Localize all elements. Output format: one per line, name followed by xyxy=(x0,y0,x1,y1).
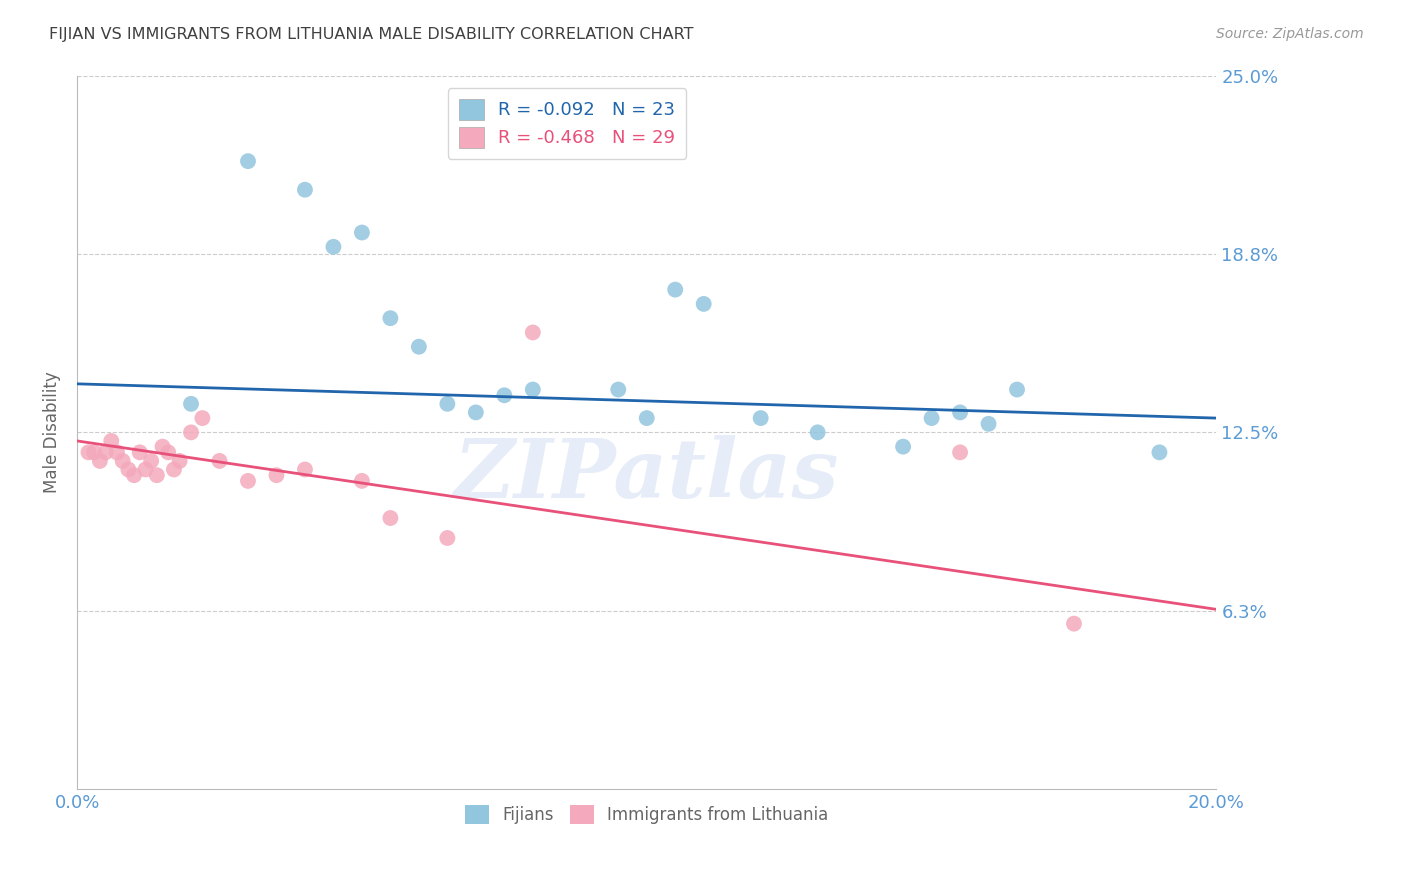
Y-axis label: Male Disability: Male Disability xyxy=(44,371,60,493)
Point xyxy=(949,445,972,459)
Point xyxy=(436,397,458,411)
Point xyxy=(163,462,186,476)
Point xyxy=(105,445,128,459)
Point xyxy=(83,445,105,459)
Point xyxy=(294,462,316,476)
Point xyxy=(322,240,344,254)
Point xyxy=(294,183,316,197)
Point xyxy=(977,417,1000,431)
Point xyxy=(693,297,716,311)
Point xyxy=(111,454,134,468)
Text: FIJIAN VS IMMIGRANTS FROM LITHUANIA MALE DISABILITY CORRELATION CHART: FIJIAN VS IMMIGRANTS FROM LITHUANIA MALE… xyxy=(49,27,693,42)
Text: Source: ZipAtlas.com: Source: ZipAtlas.com xyxy=(1216,27,1364,41)
Point xyxy=(807,425,830,440)
Point xyxy=(380,511,402,525)
Point xyxy=(208,454,231,468)
Point xyxy=(236,154,259,169)
Point xyxy=(636,411,658,425)
Point xyxy=(180,425,202,440)
Point xyxy=(266,468,288,483)
Point xyxy=(464,405,486,419)
Point xyxy=(134,462,156,476)
Point xyxy=(146,468,169,483)
Point xyxy=(1063,616,1085,631)
Point xyxy=(191,411,214,425)
Point xyxy=(891,440,914,454)
Point xyxy=(664,283,686,297)
Legend: Fijians, Immigrants from Lithuania: Fijians, Immigrants from Lithuania xyxy=(456,795,838,834)
Point xyxy=(607,383,630,397)
Point xyxy=(749,411,772,425)
Point xyxy=(494,388,516,402)
Point xyxy=(77,445,100,459)
Point xyxy=(128,445,150,459)
Point xyxy=(141,454,163,468)
Point xyxy=(921,411,943,425)
Point xyxy=(436,531,458,545)
Point xyxy=(408,340,430,354)
Point xyxy=(89,454,111,468)
Point xyxy=(94,445,117,459)
Point xyxy=(522,383,544,397)
Point xyxy=(180,397,202,411)
Point xyxy=(522,326,544,340)
Point xyxy=(169,454,191,468)
Point xyxy=(380,311,402,326)
Point xyxy=(949,405,972,419)
Point xyxy=(350,226,373,240)
Point xyxy=(157,445,180,459)
Point xyxy=(152,440,174,454)
Point xyxy=(1005,383,1028,397)
Point xyxy=(117,462,139,476)
Point xyxy=(122,468,145,483)
Point xyxy=(236,474,259,488)
Text: ZIPatlas: ZIPatlas xyxy=(454,435,839,516)
Point xyxy=(100,434,122,448)
Point xyxy=(350,474,373,488)
Point xyxy=(1149,445,1171,459)
